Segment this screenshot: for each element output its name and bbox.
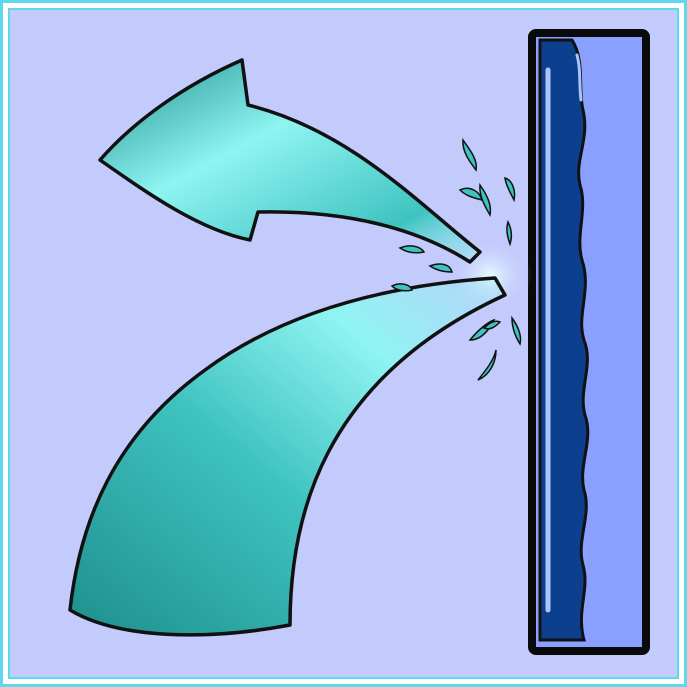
droplets bbox=[390, 137, 522, 381]
droplet bbox=[462, 137, 478, 172]
reflected-arrow bbox=[98, 58, 482, 264]
droplet bbox=[482, 320, 502, 330]
droplet bbox=[506, 220, 513, 247]
wall-panel bbox=[528, 29, 650, 655]
wall-panel-frame bbox=[528, 29, 650, 655]
droplet bbox=[428, 263, 453, 273]
droplet bbox=[477, 349, 497, 381]
incoming-stream bbox=[68, 276, 507, 637]
droplet bbox=[398, 245, 426, 254]
droplet bbox=[479, 182, 492, 218]
water-column bbox=[538, 38, 590, 642]
droplet bbox=[511, 315, 522, 346]
droplet bbox=[504, 176, 516, 203]
water-highlight-edge bbox=[575, 53, 583, 102]
droplet bbox=[390, 283, 413, 292]
